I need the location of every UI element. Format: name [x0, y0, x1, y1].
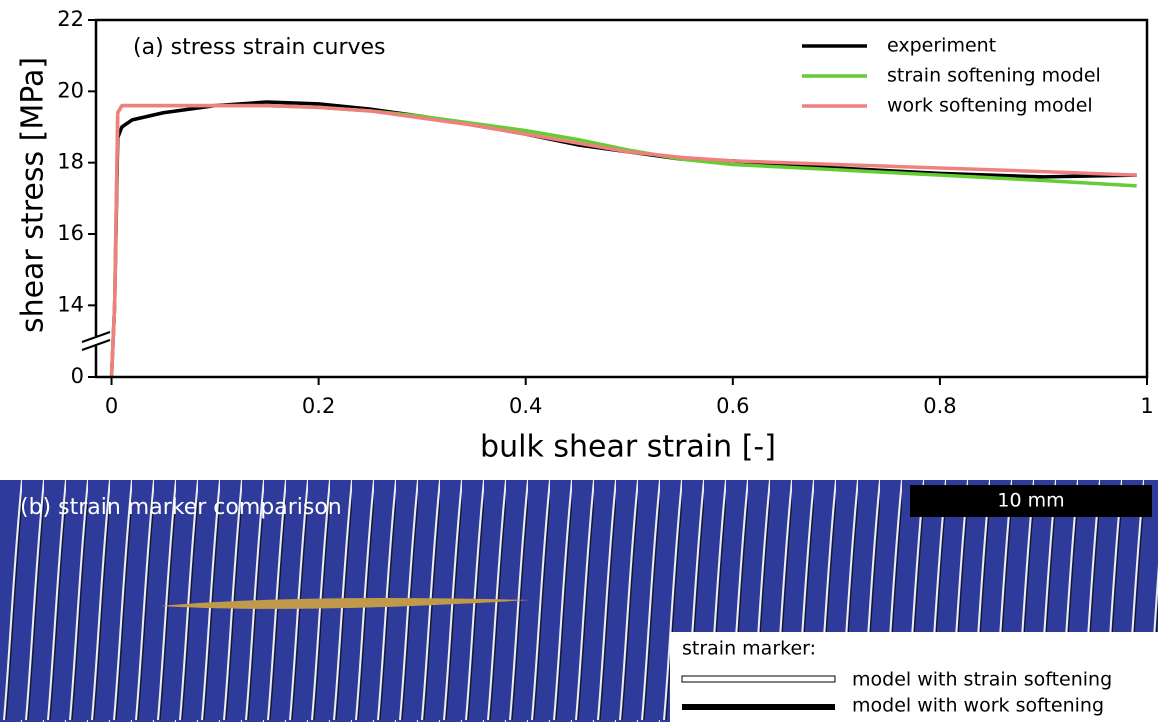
x-tick-label: 0.2 [302, 394, 335, 418]
scale-bar-label: 10 mm [997, 490, 1064, 512]
x-tick-label: 0.4 [509, 394, 542, 418]
figure: (a) stress strain curves bulk shear stra… [0, 0, 1158, 722]
panel-b: (b) strain marker comparison 10 mm strai… [0, 480, 1158, 722]
series-line [112, 106, 1137, 377]
legend-label: model with strain softening [852, 669, 1112, 691]
x-tick-label: 1 [1140, 394, 1153, 418]
x-tick-label: 0.8 [923, 394, 956, 418]
legend-title: strain marker: [682, 638, 816, 660]
y-axis-label: shear stress [MPa] [16, 57, 51, 333]
series-line [112, 106, 1137, 377]
x-axis-label: bulk shear strain [-] [480, 430, 776, 465]
y-tick-label: 22 [57, 7, 84, 31]
x-tick-label: 0 [105, 394, 118, 418]
legend-swatch [682, 676, 835, 682]
y-tick-label: 18 [57, 150, 84, 174]
chart-title: (a) stress strain curves [133, 35, 386, 60]
legend-label: model with work softening [852, 695, 1104, 717]
legend-label: experiment [887, 35, 996, 57]
panel-b-title: (b) strain marker comparison [20, 495, 342, 520]
legend-swatch [682, 704, 835, 710]
y-tick-label: 16 [57, 221, 84, 245]
y-tick-label: 14 [57, 292, 84, 316]
legend-label: strain softening model [887, 65, 1101, 87]
y-tick-label: 20 [57, 78, 84, 102]
x-tick-label: 0.6 [716, 394, 749, 418]
series-line [112, 102, 1137, 377]
y-tick-label: 0 [71, 364, 84, 388]
legend-label: work softening model [887, 95, 1093, 117]
